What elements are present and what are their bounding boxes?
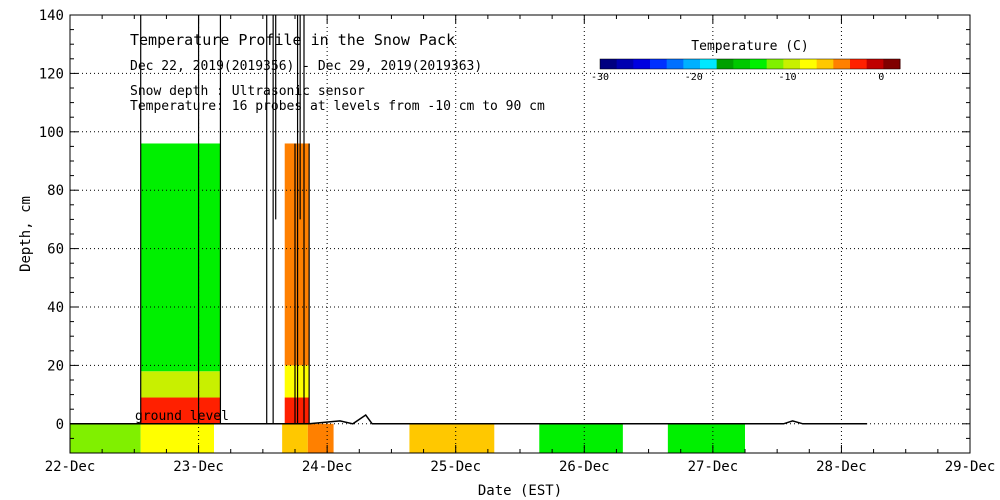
plot-fill-layer — [70, 143, 745, 453]
temperature-block-10 — [409, 423, 495, 453]
colorbar-swatch — [633, 59, 651, 69]
colorbar-border — [599, 58, 901, 70]
date-range: Dec 22, 2019(2019356) - Dec 29, 2019(201… — [130, 59, 482, 74]
ground-level-label: ground level — [135, 409, 229, 424]
colorbar-swatch — [650, 59, 668, 69]
colorbar-tick-label: -20 — [685, 72, 703, 83]
y-tick-label: 140 — [39, 8, 64, 24]
y-tick-label: 0 — [56, 417, 64, 433]
colorbar-swatch — [733, 59, 751, 69]
colorbar-swatch — [666, 59, 684, 69]
colorbar-swatch — [850, 59, 868, 69]
snow-depth-trace — [70, 414, 868, 425]
colorbar-swatch — [766, 59, 784, 69]
y-tick-label: 120 — [39, 66, 64, 82]
x-tick-label: 29-Dec — [945, 459, 996, 475]
colorbar-swatch — [700, 59, 718, 69]
temperature-block-1 — [140, 423, 214, 453]
colorbar-swatch — [833, 59, 851, 69]
colorbar-swatch — [683, 59, 701, 69]
y-axis-title: Depth, cm — [18, 196, 34, 272]
x-tick-label: 26-Dec — [559, 459, 610, 475]
snow-depth-layer — [70, 15, 868, 425]
temperature-block-9 — [284, 143, 310, 366]
temperature-block-12 — [667, 423, 745, 453]
colorbar-swatch — [616, 59, 634, 69]
ticks-layer: 22-Dec 23-Dec 24-Dec 25-Dec 26-Dec 27-Dec 28-D… — [39, 8, 996, 475]
temperature-block-0 — [70, 423, 141, 453]
colorbar-swatch — [716, 59, 734, 69]
colorbar-swatch — [816, 59, 834, 69]
y-tick-label: 100 — [39, 125, 64, 141]
x-tick-label: 23-Dec — [173, 459, 224, 475]
x-tick-label: 24-Dec — [302, 459, 353, 475]
x-axis-title: Date (EST) — [478, 483, 562, 499]
y-tick-label: 80 — [47, 183, 64, 199]
temperature-block-2 — [140, 397, 221, 424]
colorbar-tick-label: -30 — [591, 72, 609, 83]
temperature-block-11 — [539, 423, 623, 453]
x-tick-label: 28-Dec — [816, 459, 867, 475]
x-tick-label: 22-Dec — [45, 459, 96, 475]
colorbar: -30 -20 -10 0 — [591, 58, 901, 83]
x-tick-label: 25-Dec — [430, 459, 481, 475]
temperature-block-6 — [307, 423, 334, 453]
x-tick-label: 27-Dec — [688, 459, 739, 475]
y-tick-label: 60 — [47, 242, 64, 258]
temperature-block-5 — [282, 423, 308, 453]
temperature-block-4 — [140, 143, 221, 372]
snow-depth-note: Snow depth : Ultrasonic sensor — [130, 84, 365, 99]
temperature-block-8 — [284, 365, 310, 398]
y-tick-label: 40 — [47, 300, 64, 316]
colorbar-swatch — [800, 59, 818, 69]
colorbar-swatch — [866, 59, 884, 69]
colorbar-swatch — [600, 59, 618, 69]
colorbar-swatch — [883, 59, 901, 69]
temperature-note: Temperature: 16 probes at levels from -1… — [130, 99, 545, 114]
y-tick-label: 20 — [47, 358, 64, 374]
temperature-block-7 — [284, 397, 310, 424]
colorbar-tick-label: 0 — [878, 72, 884, 83]
colorbar-swatch — [750, 59, 768, 69]
temperature-block-3 — [140, 371, 221, 398]
chart-title: Temperature Profile in the Snow Pack — [130, 31, 455, 49]
colorbar-swatch — [783, 59, 801, 69]
colorbar-title: Temperature (C) — [691, 39, 808, 54]
colorbar-tick-label: -10 — [778, 72, 796, 83]
